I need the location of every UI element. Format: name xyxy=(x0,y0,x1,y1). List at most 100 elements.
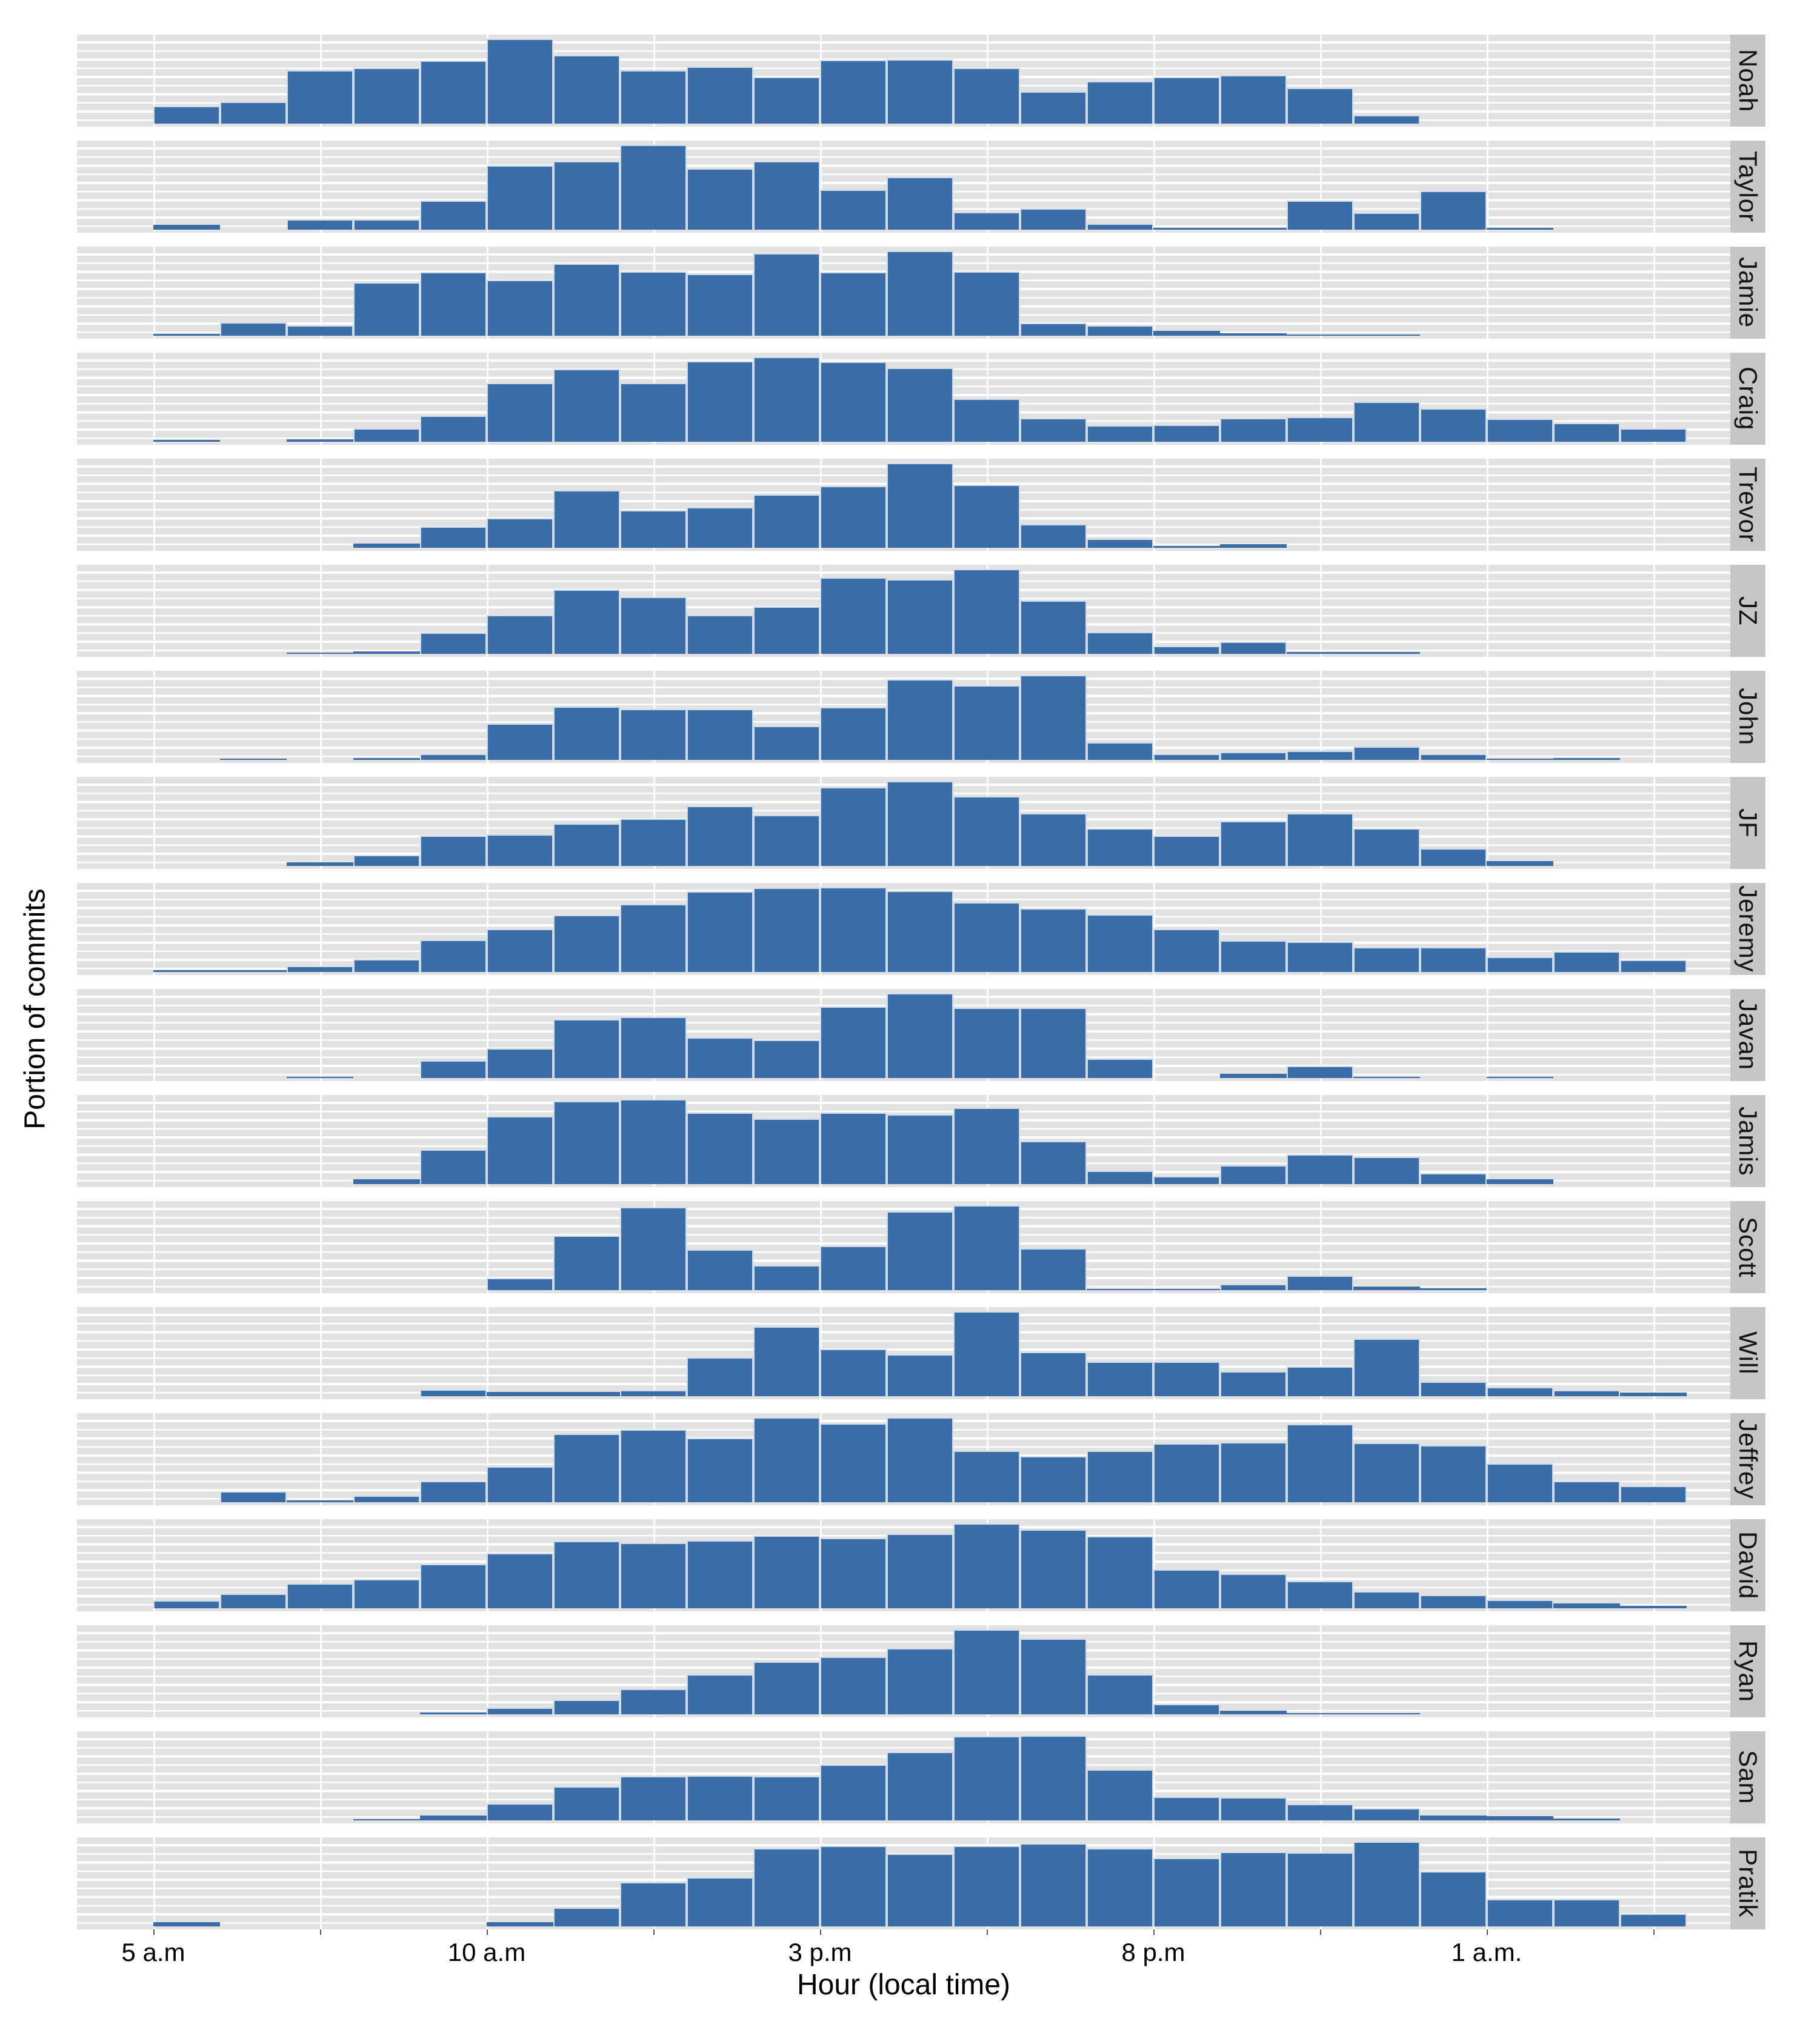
facet-row-sam: Sam xyxy=(77,1731,1765,1823)
histogram-bar-javan-h15 xyxy=(820,1007,887,1078)
vertical-gridline xyxy=(1487,1095,1488,1187)
histogram-bar-jamie-h7 xyxy=(287,325,353,336)
vertical-gridline xyxy=(1320,1201,1322,1293)
histogram-bar-jamie-h17 xyxy=(953,271,1020,336)
histogram-bar-noah-h12 xyxy=(620,70,687,124)
facet-strip-scott: Scott xyxy=(1730,1201,1765,1293)
histogram-bar-jz-h7 xyxy=(287,653,353,654)
facet-panel-ryan xyxy=(77,1625,1730,1717)
histogram-bar-craig-h14 xyxy=(753,357,820,442)
histogram-bar-jz-h12 xyxy=(620,597,687,654)
histogram-bar-jeffrey-h17 xyxy=(953,1451,1020,1502)
histogram-bar-pratik-h17 xyxy=(953,1846,1020,1926)
histogram-bar-scott-h10 xyxy=(487,1278,553,1290)
facet-row-taylor: Taylor xyxy=(77,141,1765,233)
histogram-bar-pratik-h3 xyxy=(1620,1914,1687,1926)
histogram-bar-jamie-h15 xyxy=(820,272,887,336)
histogram-bar-david-h16 xyxy=(887,1534,953,1608)
vertical-gridline xyxy=(487,1625,488,1717)
facet-row-jz: JZ xyxy=(77,565,1765,657)
histogram-bar-scott-h14 xyxy=(753,1265,820,1290)
vertical-gridline xyxy=(1653,1625,1655,1717)
histogram-bar-jeffrey-h23 xyxy=(1353,1443,1420,1502)
histogram-bar-taylor-h0 xyxy=(1420,191,1487,230)
facet-strip-label: David xyxy=(1734,1531,1762,1600)
vertical-gridline xyxy=(153,1307,155,1399)
vertical-gridline xyxy=(1153,1731,1155,1823)
facet-strip-jamis: Jamis xyxy=(1730,1095,1765,1187)
histogram-bar-jamis-h16 xyxy=(887,1114,953,1184)
histogram-bar-jz-h10 xyxy=(487,615,553,654)
histogram-bar-jamis-h17 xyxy=(953,1108,1020,1184)
histogram-bar-david-h21 xyxy=(1220,1574,1287,1608)
histogram-bar-craig-h11 xyxy=(553,369,620,442)
histogram-bar-jamie-h13 xyxy=(687,274,753,336)
histogram-bar-john-h19 xyxy=(1087,742,1153,760)
facet-row-jamie: Jamie xyxy=(77,247,1765,339)
histogram-bar-jamie-h11 xyxy=(553,264,620,336)
histogram-bar-john-h8 xyxy=(353,758,420,760)
histogram-bar-jeffrey-h11 xyxy=(553,1434,620,1502)
histogram-bar-jz-h15 xyxy=(820,578,887,654)
histogram-bar-david-h23 xyxy=(1353,1591,1420,1608)
histogram-bar-taylor-h21 xyxy=(1220,228,1287,230)
histogram-bar-jeffrey-h2 xyxy=(1553,1481,1620,1502)
vertical-gridline xyxy=(1320,989,1322,1081)
vertical-gridline xyxy=(1487,1625,1488,1717)
vertical-gridline xyxy=(1320,353,1322,445)
vertical-gridline xyxy=(320,247,322,339)
vertical-gridline xyxy=(1653,1307,1655,1399)
histogram-bar-trevor-h14 xyxy=(753,494,820,548)
histogram-bar-jz-h13 xyxy=(687,615,753,654)
histogram-bar-david-h18 xyxy=(1020,1530,1087,1608)
vertical-gridline xyxy=(320,141,322,233)
vertical-gridline xyxy=(487,1307,488,1399)
vertical-gridline xyxy=(1153,671,1155,763)
facet-panel-jamie xyxy=(77,247,1730,339)
vertical-gridline xyxy=(1487,1201,1488,1293)
histogram-bar-javan-h1 xyxy=(1487,1077,1553,1078)
vertical-gridline xyxy=(1153,353,1155,445)
x-tick-label-10am: 10 a.m xyxy=(447,1938,526,1966)
histogram-bar-john-h14 xyxy=(753,726,820,760)
x-axis-tick xyxy=(1153,1929,1155,1935)
histogram-bar-jeremy-h23 xyxy=(1353,947,1420,972)
histogram-bar-david-h1 xyxy=(1487,1600,1553,1608)
histogram-bar-craig-h21 xyxy=(1220,418,1287,442)
histogram-bar-will-h3 xyxy=(1620,1393,1687,1396)
histogram-bar-ryan-h12 xyxy=(620,1689,687,1714)
facet-row-javan: Javan xyxy=(77,989,1765,1081)
histogram-bar-taylor-h15 xyxy=(820,190,887,230)
histogram-bar-sam-h16 xyxy=(887,1752,953,1820)
histogram-bar-jeffrey-h15 xyxy=(820,1423,887,1502)
vertical-gridline xyxy=(153,1837,155,1929)
histogram-bar-jf-h1 xyxy=(1487,861,1553,866)
histogram-bar-taylor-h22 xyxy=(1287,201,1353,230)
histogram-bar-javan-h23 xyxy=(1353,1077,1420,1078)
vertical-gridline xyxy=(1487,565,1488,657)
histogram-bar-jamie-h10 xyxy=(487,280,553,336)
vertical-gridline xyxy=(1487,1837,1488,1929)
histogram-bar-sam-h23 xyxy=(1353,1808,1420,1820)
vertical-gridline xyxy=(1487,353,1488,445)
histogram-bar-noah-h7 xyxy=(287,70,353,124)
facet-strip-sam: Sam xyxy=(1730,1731,1765,1823)
histogram-bar-taylor-h20 xyxy=(1153,228,1220,230)
vertical-gridline xyxy=(1487,1519,1488,1611)
histogram-bar-david-h22 xyxy=(1287,1581,1353,1608)
histogram-bar-will-h10 xyxy=(487,1392,553,1396)
vertical-gridline xyxy=(1487,141,1488,233)
x-axis-title: Hour (local time) xyxy=(796,1969,1011,2001)
vertical-gridline xyxy=(1653,1201,1655,1293)
vertical-gridline xyxy=(1653,777,1655,869)
histogram-bar-jeremy-h15 xyxy=(820,887,887,972)
histogram-bar-craig-h16 xyxy=(887,368,953,442)
histogram-bar-pratik-h15 xyxy=(820,1846,887,1926)
vertical-gridline xyxy=(487,989,488,1081)
histogram-bar-jf-h7 xyxy=(287,862,353,866)
histogram-bar-david-h20 xyxy=(1153,1570,1220,1608)
histogram-bar-david-h8 xyxy=(353,1579,420,1608)
facet-strip-jf: JF xyxy=(1730,777,1765,869)
histogram-bar-will-h2 xyxy=(1553,1390,1620,1396)
histogram-bar-scott-h12 xyxy=(620,1207,687,1290)
